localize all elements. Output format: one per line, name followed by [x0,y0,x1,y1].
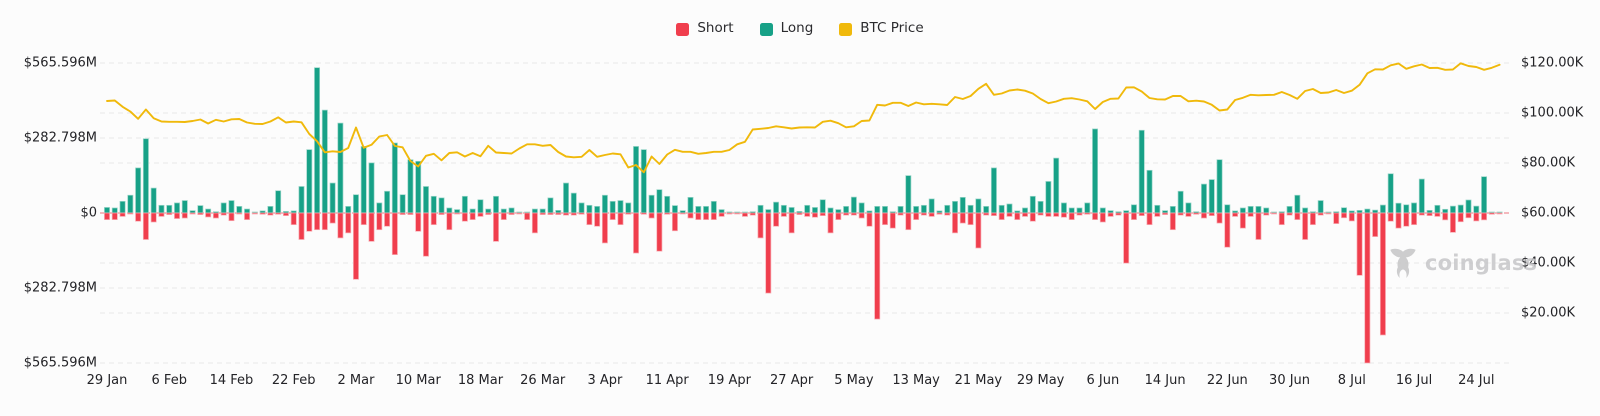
short-bars[interactable] [104,212,1503,364]
x-axis-tick: 29 Jan [86,373,128,388]
long-swatch-icon [759,22,773,36]
x-axis-tick: 24 Jul [1458,373,1495,388]
chart-legend: Short Long BTC Price [0,20,1600,38]
right-axis-tick: $100.00K [1521,105,1584,121]
left-axis-tick: $565.596M [23,355,97,371]
long-bars[interactable] [104,67,1503,214]
left-axis-tick: $282.798M [23,280,97,296]
right-axis-tick: $40.00K [1521,255,1576,271]
x-axis-tick: 22 Feb [271,373,316,388]
x-axis-tick: 27 Apr [770,373,814,388]
x-axis-tick: 26 Mar [520,373,566,388]
x-axis-tick: 16 Jul [1395,373,1433,388]
gridlines [100,62,1512,364]
right-axis-tick: $80.00K [1521,155,1576,171]
x-axis-tick: 2 Mar [337,373,375,388]
right-axis-tick: $20.00K [1521,305,1576,321]
btc_price-swatch-icon [839,22,853,36]
x-axis-tick: 18 Mar [457,373,504,388]
x-axis-tick: 11 Apr [645,373,689,388]
x-axis-tick: 6 Jun [1086,373,1120,388]
x-axis-tick: 14 Feb [209,373,254,388]
legend-label: Long [780,20,814,37]
legend-item-short[interactable]: Short [676,20,734,37]
x-axis-tick: 30 Jun [1269,373,1311,388]
x-axis-tick: 5 May [834,373,874,388]
left-axis-tick: $282.798M [23,130,97,146]
x-axis-tick: 10 Mar [395,373,441,388]
x-axis-tick: 19 Apr [707,373,751,388]
right-axis-tick: $120.00K [1521,55,1584,71]
right-axis-tick: $60.00K [1521,205,1576,221]
x-axis-tick: 8 Jul [1337,373,1366,388]
x-axis-tick: 3 Apr [587,373,623,388]
legend-item-btc_price[interactable]: BTC Price [839,20,924,37]
x-axis-tick: 13 May [892,373,940,388]
legend-item-long[interactable]: Long [759,20,814,37]
short-swatch-icon [676,22,690,36]
x-axis-tick: 14 Jun [1144,373,1186,388]
x-axis-tick: 29 May [1016,373,1065,388]
left-axis-tick: $0 [80,205,97,221]
btc-price-line [106,62,1501,174]
x-axis-tick: 21 May [954,373,1003,388]
x-axis-tick: 22 Jun [1206,373,1248,388]
legend-label: BTC Price [860,20,924,37]
x-axis-tick: 6 Feb [151,373,187,388]
legend-label: Short [697,20,734,37]
left-axis-tick: $565.596M [23,55,97,71]
